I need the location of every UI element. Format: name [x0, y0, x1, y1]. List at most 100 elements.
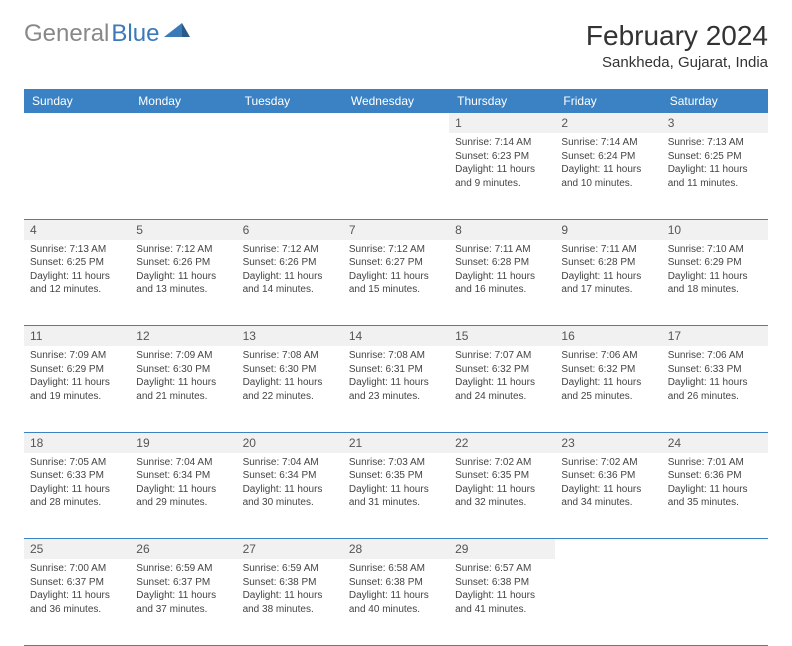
daylight-line: Daylight: 11 hours and 35 minutes. [668, 483, 762, 510]
day-number-row: 123 [24, 113, 768, 133]
daylight-line: Daylight: 11 hours and 34 minutes. [561, 483, 655, 510]
logo-text-1: General [24, 20, 109, 48]
sunrise-line: Sunrise: 7:08 AM [349, 349, 443, 363]
sunrise-line: Sunrise: 6:58 AM [349, 562, 443, 576]
calendar-table: SundayMondayTuesdayWednesdayThursdayFrid… [24, 89, 768, 646]
sunrise-line: Sunrise: 7:13 AM [30, 243, 124, 257]
sunrise-line: Sunrise: 7:11 AM [561, 243, 655, 257]
sunset-line: Sunset: 6:38 PM [455, 576, 549, 590]
day-number-cell [343, 113, 449, 133]
day-content-cell: Sunrise: 7:13 AMSunset: 6:25 PMDaylight:… [662, 133, 768, 219]
day-content-cell [237, 133, 343, 219]
sunrise-line: Sunrise: 7:09 AM [136, 349, 230, 363]
weekday-header: Saturday [662, 89, 768, 113]
sunrise-line: Sunrise: 7:01 AM [668, 456, 762, 470]
sunrise-line: Sunrise: 7:10 AM [668, 243, 762, 257]
sunrise-line: Sunrise: 7:00 AM [30, 562, 124, 576]
sunset-line: Sunset: 6:29 PM [30, 363, 124, 377]
sunrise-line: Sunrise: 7:09 AM [30, 349, 124, 363]
weekday-header: Friday [555, 89, 661, 113]
daylight-line: Daylight: 11 hours and 29 minutes. [136, 483, 230, 510]
sunrise-line: Sunrise: 7:07 AM [455, 349, 549, 363]
day-content-cell: Sunrise: 7:07 AMSunset: 6:32 PMDaylight:… [449, 346, 555, 432]
sunset-line: Sunset: 6:33 PM [668, 363, 762, 377]
sunrise-line: Sunrise: 7:04 AM [136, 456, 230, 470]
sunset-line: Sunset: 6:23 PM [455, 150, 549, 164]
sunset-line: Sunset: 6:34 PM [243, 469, 337, 483]
day-number-cell [662, 539, 768, 560]
day-content-cell: Sunrise: 7:12 AMSunset: 6:27 PMDaylight:… [343, 240, 449, 326]
day-content-cell: Sunrise: 7:02 AMSunset: 6:35 PMDaylight:… [449, 453, 555, 539]
sunrise-line: Sunrise: 7:06 AM [668, 349, 762, 363]
day-content-row: Sunrise: 7:09 AMSunset: 6:29 PMDaylight:… [24, 346, 768, 432]
day-content-cell: Sunrise: 7:11 AMSunset: 6:28 PMDaylight:… [555, 240, 661, 326]
daylight-line: Daylight: 11 hours and 17 minutes. [561, 270, 655, 297]
day-number-cell [24, 113, 130, 133]
day-number-cell: 28 [343, 539, 449, 560]
day-number-cell [237, 113, 343, 133]
sunset-line: Sunset: 6:31 PM [349, 363, 443, 377]
sunset-line: Sunset: 6:26 PM [136, 256, 230, 270]
day-number-cell: 6 [237, 219, 343, 240]
daylight-line: Daylight: 11 hours and 9 minutes. [455, 163, 549, 190]
weekday-header: Thursday [449, 89, 555, 113]
daylight-line: Daylight: 11 hours and 24 minutes. [455, 376, 549, 403]
sunrise-line: Sunrise: 7:12 AM [136, 243, 230, 257]
daylight-line: Daylight: 11 hours and 19 minutes. [30, 376, 124, 403]
weekday-header-row: SundayMondayTuesdayWednesdayThursdayFrid… [24, 89, 768, 113]
day-content-cell [343, 133, 449, 219]
day-number-cell: 15 [449, 326, 555, 347]
sunrise-line: Sunrise: 6:57 AM [455, 562, 549, 576]
sunrise-line: Sunrise: 6:59 AM [243, 562, 337, 576]
page-header: GeneralBlue February 2024 Sankheda, Guja… [24, 20, 768, 71]
sunrise-line: Sunrise: 6:59 AM [136, 562, 230, 576]
day-content-cell: Sunrise: 6:57 AMSunset: 6:38 PMDaylight:… [449, 559, 555, 645]
daylight-line: Daylight: 11 hours and 18 minutes. [668, 270, 762, 297]
day-number-cell: 12 [130, 326, 236, 347]
day-number-cell: 8 [449, 219, 555, 240]
day-content-cell: Sunrise: 7:03 AMSunset: 6:35 PMDaylight:… [343, 453, 449, 539]
day-number-row: 11121314151617 [24, 326, 768, 347]
day-content-cell: Sunrise: 7:13 AMSunset: 6:25 PMDaylight:… [24, 240, 130, 326]
day-number-cell: 4 [24, 219, 130, 240]
day-number-row: 18192021222324 [24, 432, 768, 453]
day-content-cell: Sunrise: 7:00 AMSunset: 6:37 PMDaylight:… [24, 559, 130, 645]
day-number-cell: 11 [24, 326, 130, 347]
sunrise-line: Sunrise: 7:11 AM [455, 243, 549, 257]
day-number-cell: 18 [24, 432, 130, 453]
sunset-line: Sunset: 6:37 PM [30, 576, 124, 590]
day-content-cell: Sunrise: 7:12 AMSunset: 6:26 PMDaylight:… [130, 240, 236, 326]
logo-triangle-icon [164, 20, 190, 48]
sunset-line: Sunset: 6:33 PM [30, 469, 124, 483]
day-number-cell: 10 [662, 219, 768, 240]
daylight-line: Daylight: 11 hours and 30 minutes. [243, 483, 337, 510]
daylight-line: Daylight: 11 hours and 31 minutes. [349, 483, 443, 510]
day-content-cell: Sunrise: 7:12 AMSunset: 6:26 PMDaylight:… [237, 240, 343, 326]
sunset-line: Sunset: 6:34 PM [136, 469, 230, 483]
day-content-cell: Sunrise: 7:08 AMSunset: 6:30 PMDaylight:… [237, 346, 343, 432]
sunrise-line: Sunrise: 7:12 AM [349, 243, 443, 257]
day-number-cell: 9 [555, 219, 661, 240]
day-content-cell [130, 133, 236, 219]
day-content-cell [24, 133, 130, 219]
day-number-cell: 19 [130, 432, 236, 453]
sunset-line: Sunset: 6:30 PM [136, 363, 230, 377]
daylight-line: Daylight: 11 hours and 22 minutes. [243, 376, 337, 403]
day-number-cell [555, 539, 661, 560]
day-number-cell: 1 [449, 113, 555, 133]
day-number-cell: 21 [343, 432, 449, 453]
weekday-header: Monday [130, 89, 236, 113]
daylight-line: Daylight: 11 hours and 28 minutes. [30, 483, 124, 510]
daylight-line: Daylight: 11 hours and 21 minutes. [136, 376, 230, 403]
day-content-cell: Sunrise: 7:14 AMSunset: 6:24 PMDaylight:… [555, 133, 661, 219]
daylight-line: Daylight: 11 hours and 15 minutes. [349, 270, 443, 297]
sunrise-line: Sunrise: 7:05 AM [30, 456, 124, 470]
day-content-row: Sunrise: 7:00 AMSunset: 6:37 PMDaylight:… [24, 559, 768, 645]
sunrise-line: Sunrise: 7:13 AM [668, 136, 762, 150]
sunrise-line: Sunrise: 7:12 AM [243, 243, 337, 257]
daylight-line: Daylight: 11 hours and 26 minutes. [668, 376, 762, 403]
day-content-cell: Sunrise: 7:08 AMSunset: 6:31 PMDaylight:… [343, 346, 449, 432]
day-number-cell: 13 [237, 326, 343, 347]
day-content-cell: Sunrise: 7:09 AMSunset: 6:29 PMDaylight:… [24, 346, 130, 432]
day-content-cell: Sunrise: 6:58 AMSunset: 6:38 PMDaylight:… [343, 559, 449, 645]
